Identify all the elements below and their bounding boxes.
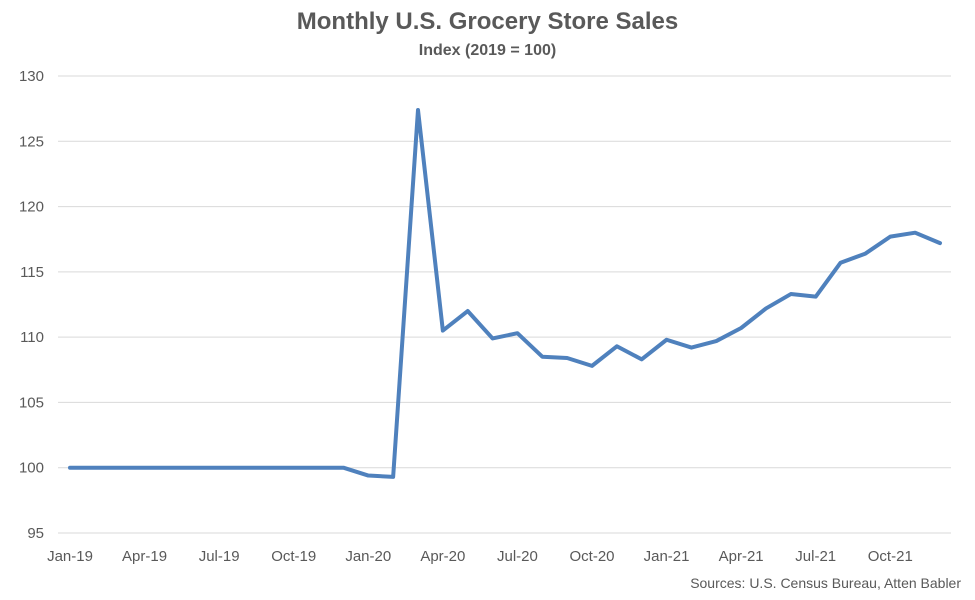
x-tick-label: Jul-19: [199, 548, 240, 565]
gridlines: [58, 75, 951, 534]
x-tick-label: Oct-19: [271, 548, 316, 565]
y-tick-label: 105: [19, 394, 44, 411]
x-axis-ticks: Jan-19 Apr-19 Jul-19 Oct-19 Jan-20 Apr-20 Jul-…: [47, 548, 913, 565]
x-tick-label: Jan-20: [345, 548, 391, 565]
chart-title: Monthly U.S. Grocery Store Sales: [296, 8, 679, 35]
x-tick-label: Jul-21: [795, 548, 836, 565]
series-layer: [68, 107, 942, 479]
x-tick-label: Jan-21: [644, 548, 690, 565]
x-tick-label: Apr-19: [122, 548, 167, 565]
y-tick-label: 120: [19, 199, 44, 216]
chart-subtitle: Index (2019 = 100): [418, 42, 557, 59]
y-tick-label: 100: [19, 460, 44, 477]
y-tick-label: 115: [20, 264, 44, 281]
y-tick-label: 130: [19, 68, 44, 85]
x-tick-label: Oct-21: [868, 548, 913, 565]
x-tick-label: Apr-21: [719, 548, 764, 565]
series-line-0: [68, 107, 942, 479]
y-tick-label: 125: [19, 133, 44, 150]
y-tick-label: 110: [20, 329, 44, 346]
x-tick-label: Apr-20: [420, 548, 465, 565]
source-note: Sources: U.S. Census Bureau, Atten Bable…: [690, 575, 961, 591]
x-tick-label: Jan-19: [47, 548, 93, 565]
x-tick-label: Jul-20: [497, 548, 538, 565]
y-axis-ticks: 95 100 105 110 115 120 125 130: [19, 68, 44, 542]
x-tick-label: Oct-20: [569, 548, 614, 565]
y-tick-label: 95: [27, 525, 44, 542]
